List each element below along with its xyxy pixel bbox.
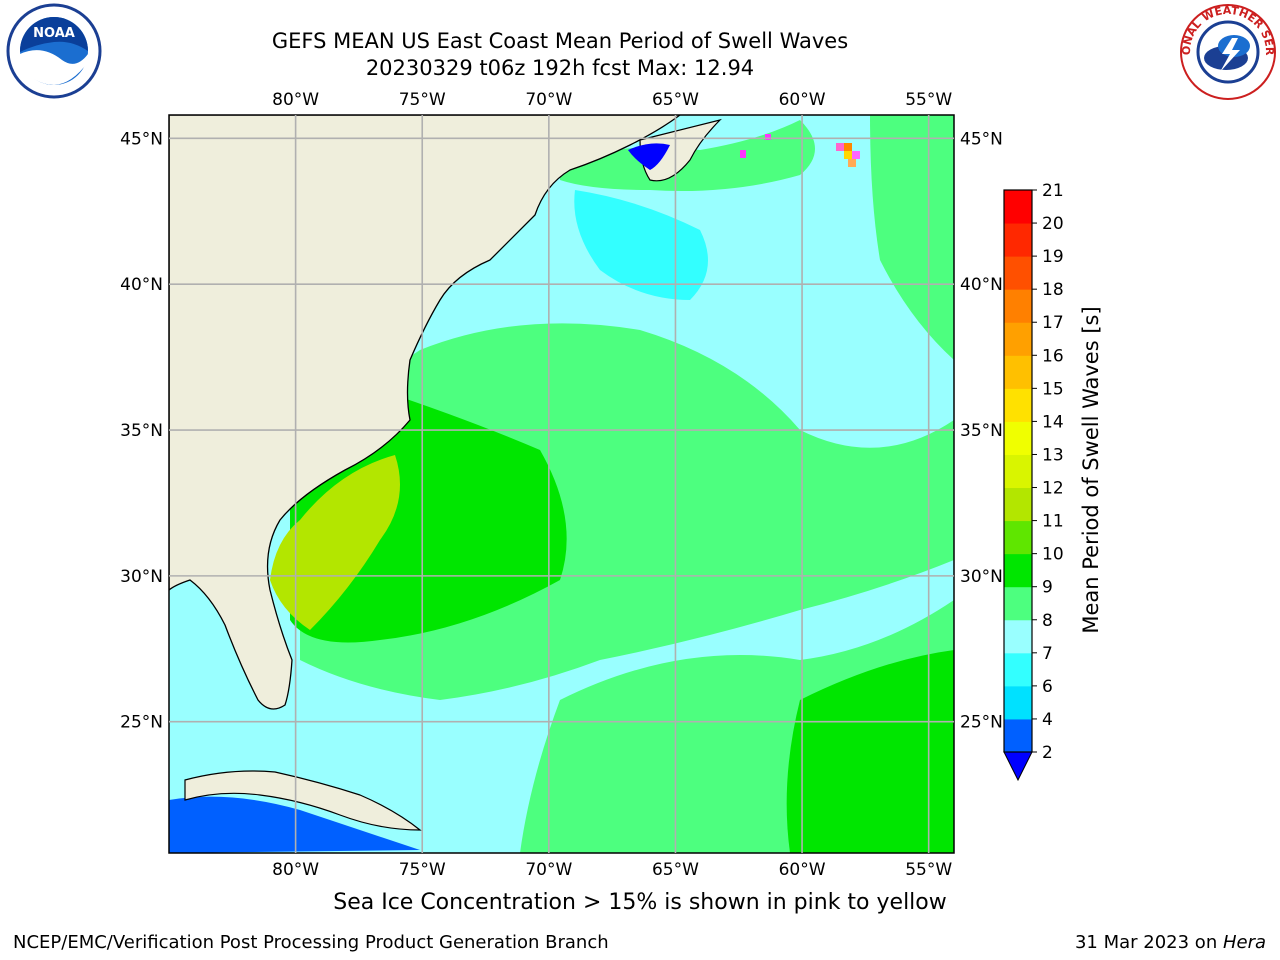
lon-label-bottom: 55°W [905,860,952,880]
swell-period-map: 80°W 80°W 75°W 75°W 70°W 70°W 65°W 65°W 60°W 60°W… [120,90,1003,880]
field-cyan-7-8 [574,190,708,300]
lon-label-bottom: 75°W [399,860,446,880]
colorbar-tick-label: 6 [1042,677,1053,697]
lat-label-left: 30°N [120,567,163,587]
colorbar-block [1004,190,1032,224]
lon-label-top: 60°W [779,90,826,110]
colorbar-tick-label: 4 [1042,710,1053,730]
colorbar-block [1004,487,1032,522]
colorbar-block [1004,520,1032,555]
colorbar-block [1004,256,1032,290]
lon-label-bottom: 70°W [525,860,572,880]
sea-ice-mark [836,143,844,151]
colorbar-tick-label: 18 [1042,280,1064,300]
sea-ice-mark [765,134,771,140]
sea-ice-mark [844,143,852,151]
colorbar-block [1004,718,1032,753]
lat-label-left: 25°N [120,713,163,733]
colorbar-under-triangle [1003,751,1033,782]
colorbar-tick-label: 20 [1042,214,1064,234]
lon-label-top: 75°W [399,90,446,110]
footer-machine: Hera [1222,932,1266,953]
lon-label-top: 65°W [652,90,699,110]
lon-label-bottom: 60°W [779,860,826,880]
footer-date: 31 Mar 2023 on Hera [1075,932,1266,953]
field-blue-caribbean [169,796,420,853]
colorbar-block [1004,421,1032,455]
colorbar-tick-label: 17 [1042,313,1064,333]
colorbar-block [1004,355,1032,389]
colorbar-block [1004,685,1032,720]
lat-label-right: 35°N [960,421,1003,441]
colorbar-tick-label: 16 [1042,346,1064,366]
field-green-10-11-se [786,650,954,853]
colorbar-block [1004,322,1032,356]
cuba-land [184,770,422,831]
lon-label-bottom: 65°W [652,860,699,880]
colorbar-tick-label: 8 [1042,611,1053,631]
sea-ice-mark [740,150,746,158]
colorbar-block [1004,553,1032,588]
sea-ice-mark [852,151,860,159]
lat-label-left: 35°N [120,421,163,441]
noaa-logo-icon: NOAA [6,3,102,99]
chart-subtitle: 20230329 t06z 192h fcst Max: 12.94 [365,56,755,80]
colorbar-tick-label: 14 [1042,412,1064,432]
colorbar-tick-label: 19 [1042,247,1064,267]
lat-label-left: 40°N [120,275,163,295]
lon-label-top: 80°W [272,90,319,110]
colorbar-block [1004,586,1032,621]
colorbar-frame [1003,189,1033,753]
field-green-east [870,115,954,360]
lon-label-top: 70°W [525,90,572,110]
colorbar-block [1004,619,1032,654]
colorbar-block [1004,454,1032,489]
colorbar-tick-label: 2 [1042,743,1053,763]
sea-ice-mark [844,151,852,159]
colorbar-tick-label: 15 [1042,379,1064,399]
lon-label-bottom: 80°W [272,860,319,880]
colorbar-tick-label: 12 [1042,479,1064,499]
colorbar-tick-label: 7 [1042,644,1053,664]
field-yellowgreen-11-12 [270,455,400,630]
lon-label-top: 55°W [905,90,952,110]
colorbar-block [1004,652,1032,687]
colorbar-tick-label: 13 [1042,445,1064,465]
sea-ice-mark [848,159,856,167]
us-east-coast-land [169,115,682,710]
chart-title: GEFS MEAN US East Coast Mean Period of S… [271,29,849,53]
colorbar-block [1004,289,1032,323]
colorbar-label: Mean Period of Swell Waves [s] [1079,306,1103,633]
footer-date-text: 31 Mar 2023 on [1074,932,1223,953]
lat-label-right: 25°N [960,713,1003,733]
gulf-of-maine-blue [628,143,670,170]
sea-ice-note: Sea Ice Concentration > 15% is shown in … [333,890,947,915]
colorbar-tick-label: 10 [1042,545,1064,565]
lat-label-left: 45°N [120,129,163,149]
nova-scotia-land [639,118,722,182]
colorbar-block [1004,223,1032,257]
noaa-logo-text: NOAA [33,26,75,41]
colorbar-tick-label: 21 [1042,181,1064,201]
branch-credit: NCEP/EMC/Verification Post Processing Pr… [13,932,609,953]
colorbar-tick-label: 11 [1042,512,1064,532]
colorbar-block [1004,388,1032,422]
nws-logo-icon: NATIONAL WEATHER SERVICE [1176,2,1276,100]
lat-label-right: 40°N [960,275,1003,295]
lat-label-right: 30°N [960,567,1003,587]
colorbar-tick-label: 9 [1042,578,1053,598]
map-frame [168,114,955,854]
lat-label-right: 45°N [960,129,1003,149]
colorbar: 2 4 6 7 8 9 10 11 12 13 14 15 16 17 18 19 20 21 Mean Peri… [1003,181,1103,782]
